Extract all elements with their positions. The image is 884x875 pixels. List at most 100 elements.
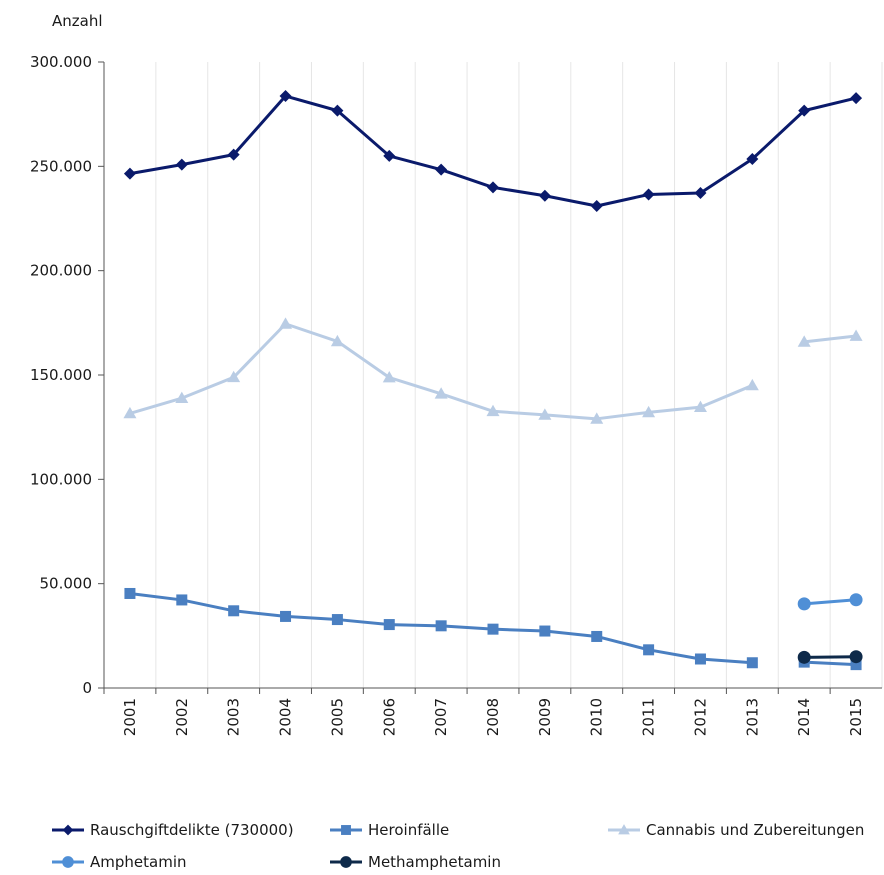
data-point bbox=[642, 188, 655, 201]
data-point bbox=[383, 149, 396, 162]
data-point bbox=[745, 378, 759, 391]
data-point bbox=[746, 153, 759, 166]
data-point bbox=[487, 623, 499, 635]
x-tick-label: 2006 bbox=[380, 698, 398, 736]
legend-item: Methamphetamin bbox=[330, 853, 501, 871]
data-point bbox=[330, 334, 344, 347]
legend-item: Cannabis und Zubereitungen bbox=[608, 821, 864, 839]
legend-label: Rauschgiftdelikte (730000) bbox=[90, 821, 294, 839]
legend-marker bbox=[62, 824, 74, 836]
data-point bbox=[382, 371, 396, 383]
data-point bbox=[798, 104, 811, 117]
legend-item: Rauschgiftdelikte (730000) bbox=[52, 821, 294, 839]
y-tick-label: 100.000 bbox=[30, 470, 92, 488]
x-tick-label: 2009 bbox=[536, 698, 554, 736]
x-tick-label: 2008 bbox=[484, 698, 502, 736]
series-line bbox=[804, 334, 857, 344]
data-point bbox=[227, 370, 241, 383]
y-tick-label: 300.000 bbox=[30, 53, 92, 71]
x-tick-label: 2011 bbox=[640, 698, 658, 736]
series-3 bbox=[797, 593, 863, 611]
data-point bbox=[331, 104, 344, 117]
series-0 bbox=[123, 90, 863, 212]
data-point bbox=[591, 630, 603, 642]
x-tick-label: 2013 bbox=[743, 698, 761, 736]
x-tick-label: 2002 bbox=[173, 698, 191, 736]
data-point bbox=[175, 391, 189, 404]
legend: Rauschgiftdelikte (730000) Heroinfälle Can… bbox=[52, 821, 864, 871]
data-point bbox=[435, 620, 447, 632]
x-tick-label: 2015 bbox=[847, 698, 865, 736]
series-1 bbox=[124, 587, 862, 671]
data-point bbox=[590, 199, 603, 212]
data-point bbox=[383, 619, 395, 631]
series-2 bbox=[123, 317, 863, 424]
data-point bbox=[175, 158, 188, 171]
legend-item: Amphetamin bbox=[52, 853, 187, 871]
data-point bbox=[435, 163, 448, 176]
data-point bbox=[849, 650, 863, 664]
y-tick-label: 150.000 bbox=[30, 366, 92, 384]
x-tick-label: 2014 bbox=[795, 698, 813, 736]
data-point bbox=[797, 335, 811, 347]
legend-label: Methamphetamin bbox=[368, 853, 501, 871]
data-point bbox=[176, 594, 188, 606]
x-tick-label: 2003 bbox=[225, 698, 243, 736]
series-lines bbox=[123, 90, 863, 671]
grid-lines bbox=[155, 62, 883, 688]
data-point bbox=[693, 400, 707, 413]
data-point bbox=[694, 187, 707, 200]
data-point bbox=[280, 610, 292, 622]
data-point bbox=[123, 167, 136, 180]
x-tick-label: 2001 bbox=[121, 698, 139, 736]
data-point bbox=[486, 404, 500, 417]
series-4 bbox=[797, 650, 863, 664]
legend-marker bbox=[62, 856, 74, 868]
data-point bbox=[849, 329, 863, 341]
legend-label: Heroinfälle bbox=[368, 821, 449, 839]
data-point bbox=[850, 92, 863, 105]
legend-item: Heroinfälle bbox=[330, 821, 449, 839]
legend-marker bbox=[618, 824, 630, 835]
data-point bbox=[797, 597, 811, 611]
axes bbox=[98, 61, 882, 694]
y-tick-label: 250.000 bbox=[30, 157, 92, 175]
x-tick-label: 2004 bbox=[277, 698, 295, 736]
data-point bbox=[849, 593, 863, 607]
data-point bbox=[279, 90, 292, 103]
y-axis-label: Anzahl bbox=[52, 12, 103, 30]
data-point bbox=[279, 317, 293, 329]
data-point bbox=[487, 181, 499, 194]
legend-marker bbox=[340, 856, 352, 868]
legend-label: Cannabis und Zubereitungen bbox=[646, 821, 864, 839]
x-tick-label: 2005 bbox=[328, 698, 346, 736]
series-line bbox=[804, 660, 857, 667]
y-tick-label: 50.000 bbox=[40, 575, 93, 593]
series-line bbox=[129, 322, 753, 421]
x-tick-label: 2010 bbox=[588, 698, 606, 736]
y-tick-label: 0 bbox=[82, 679, 92, 697]
data-point bbox=[694, 653, 706, 665]
data-point bbox=[642, 405, 656, 418]
data-point bbox=[228, 605, 240, 617]
data-point bbox=[538, 189, 551, 202]
data-point bbox=[643, 644, 655, 656]
data-point bbox=[746, 657, 758, 669]
x-tick-label: 2012 bbox=[691, 698, 709, 736]
data-point bbox=[538, 408, 552, 420]
data-point bbox=[590, 412, 604, 424]
x-tick-label: 2007 bbox=[432, 698, 450, 736]
series-line bbox=[804, 598, 857, 606]
x-tick-labels: 2001 2002 2003 2004 2005 2006 2007 2008 2009 2010… bbox=[121, 698, 865, 736]
y-tick-labels: 0 50.000 100.000 150.000 200.000 250.000 300.0… bbox=[30, 53, 92, 697]
series-line bbox=[804, 655, 857, 659]
data-point bbox=[434, 387, 448, 399]
data-point bbox=[850, 659, 862, 671]
data-point bbox=[539, 625, 551, 637]
data-point bbox=[227, 148, 240, 161]
data-point bbox=[124, 587, 136, 599]
y-tick-label: 200.000 bbox=[30, 262, 92, 280]
data-point bbox=[797, 650, 811, 664]
